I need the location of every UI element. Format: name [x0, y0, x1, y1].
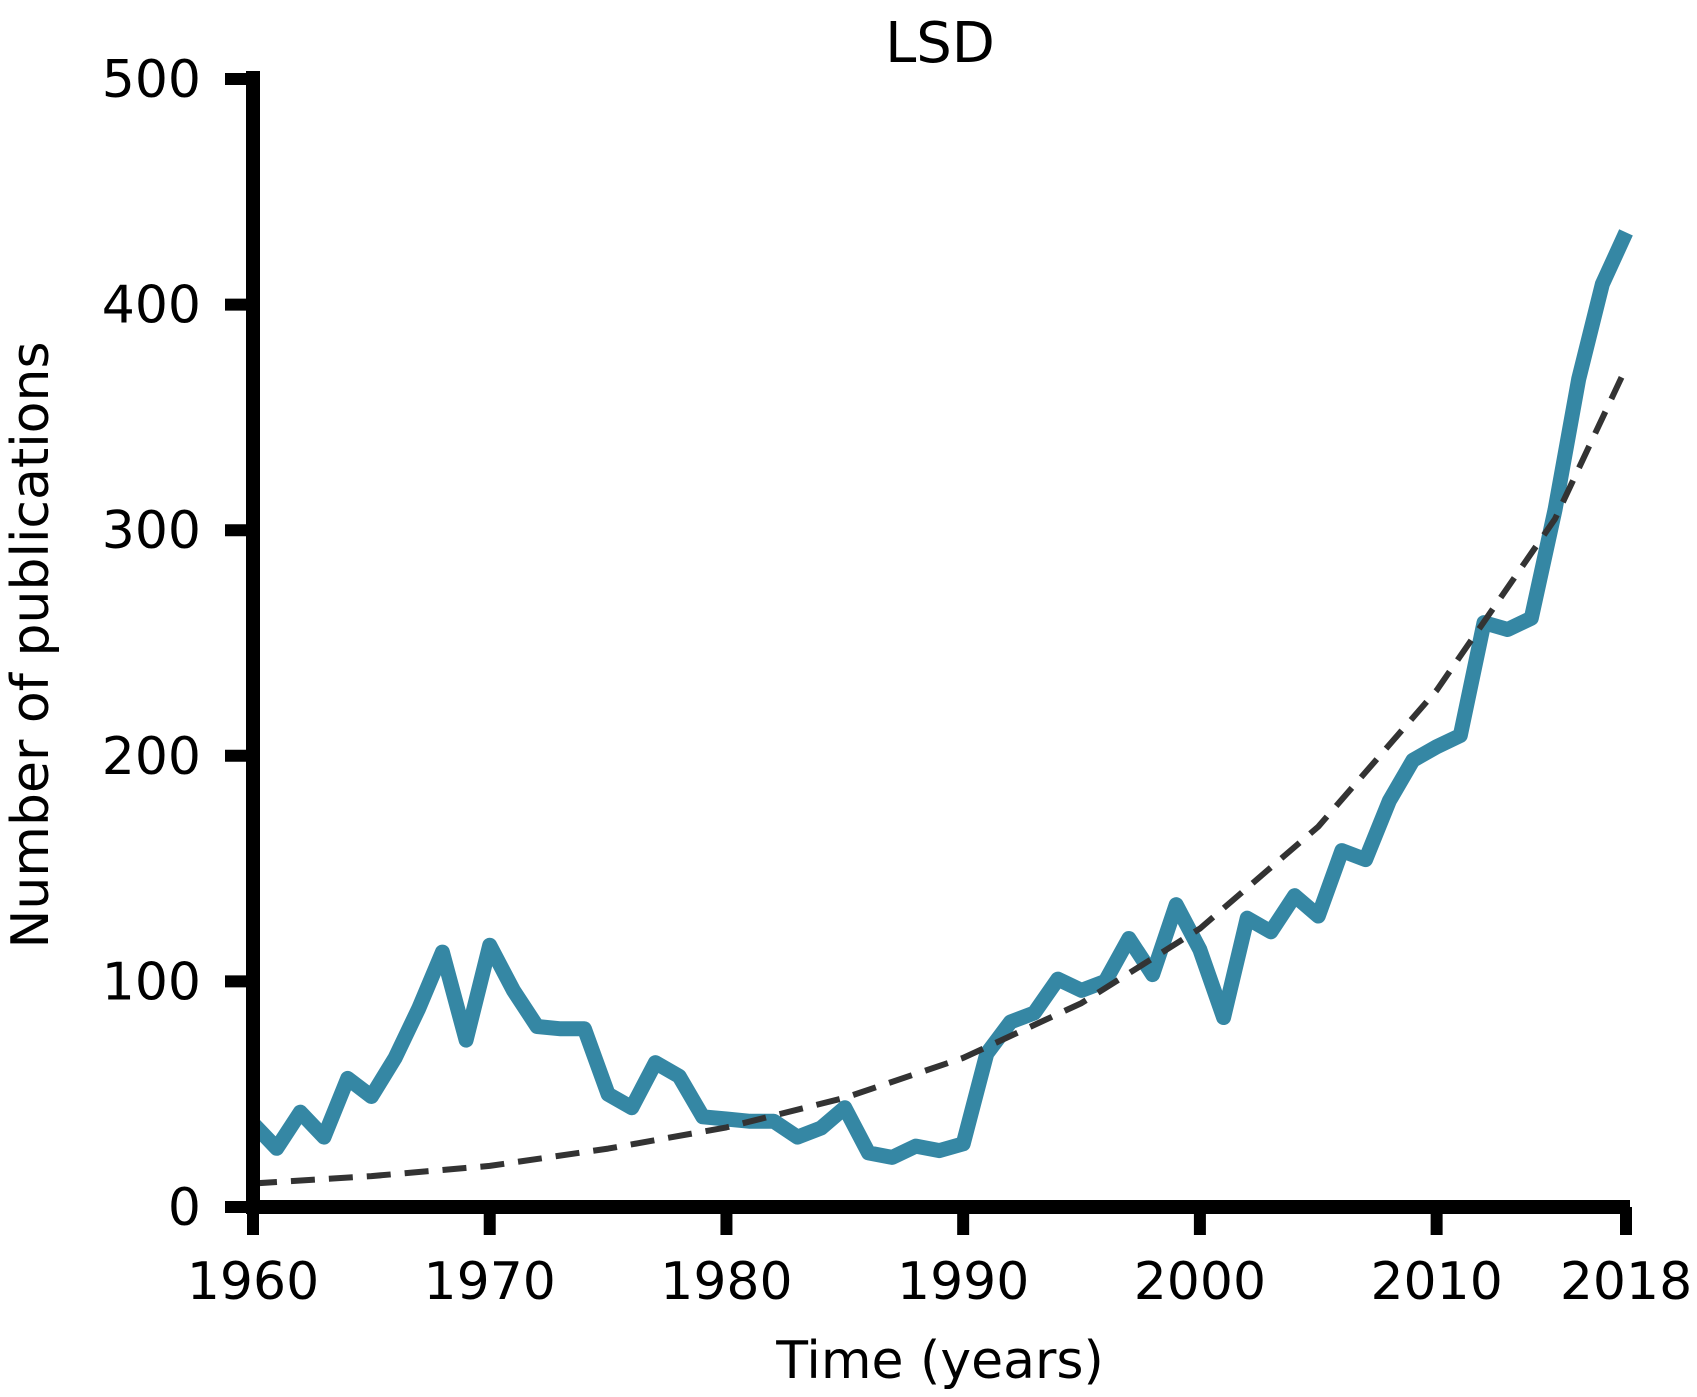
plot-area [247, 229, 1633, 1187]
x-tick-label: 2018 [1560, 1252, 1692, 1312]
x-tick-label: 1970 [424, 1252, 556, 1312]
x-tick-label: 1960 [187, 1252, 319, 1312]
chart-title: LSD [885, 11, 995, 76]
y-tick-label: 300 [102, 501, 201, 561]
trend-line [252, 366, 1629, 1187]
x-axis-label: Time (years) [775, 1331, 1103, 1391]
y-axis-label: Number of publications [1, 341, 61, 948]
y-tick-label: 400 [102, 276, 201, 336]
x-tick-label: 1990 [897, 1252, 1029, 1312]
x-tick-label: 2010 [1370, 1252, 1502, 1312]
x-tick-label: 1980 [660, 1252, 792, 1312]
y-tick-label: 0 [168, 1178, 201, 1238]
y-tick-label: 200 [102, 727, 201, 787]
tick-labels: 0 100 200 300 400 500 1960 1970 1980 1990 2000 2010… [102, 50, 1692, 1312]
x-tick-label: 2000 [1134, 1252, 1266, 1312]
y-tick-label: 100 [102, 952, 201, 1012]
publications-line [247, 229, 1633, 1165]
axes [225, 71, 1632, 1235]
y-tick-label: 500 [102, 50, 201, 110]
